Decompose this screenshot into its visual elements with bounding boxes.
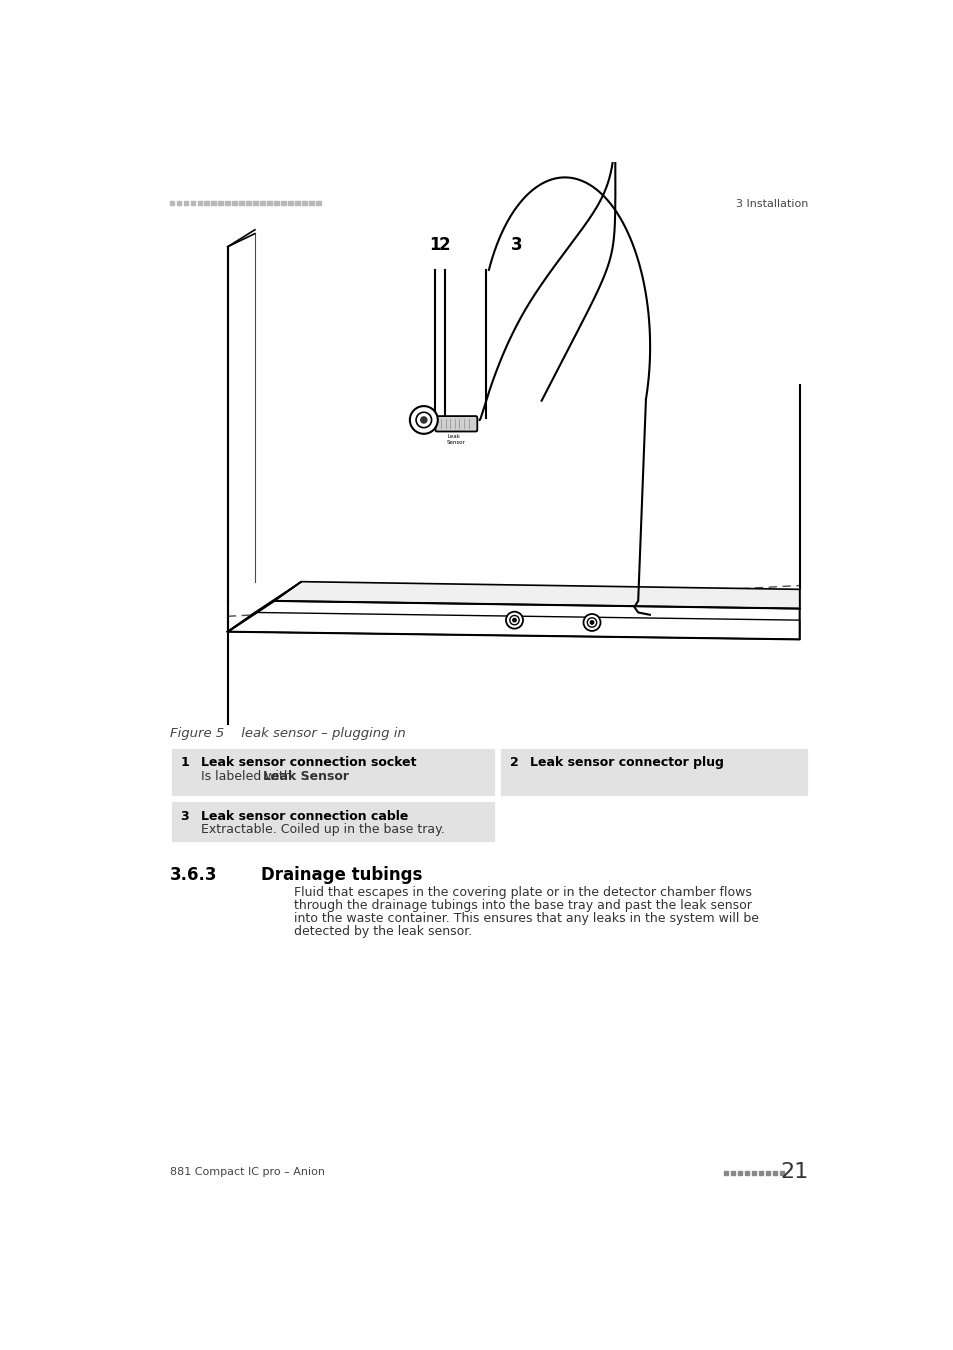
Bar bbox=[191, 201, 195, 205]
Text: Figure 5    leak sensor – plugging in: Figure 5 leak sensor – plugging in bbox=[170, 726, 405, 740]
Bar bbox=[744, 1172, 748, 1176]
Text: 1: 1 bbox=[429, 236, 440, 254]
FancyBboxPatch shape bbox=[498, 747, 808, 798]
Circle shape bbox=[416, 412, 431, 428]
Circle shape bbox=[583, 614, 599, 630]
Text: 21: 21 bbox=[780, 1162, 807, 1183]
Bar bbox=[176, 201, 181, 205]
Text: 3.6.3: 3.6.3 bbox=[170, 865, 217, 884]
Bar bbox=[246, 201, 251, 205]
Text: 3: 3 bbox=[511, 236, 522, 254]
Text: detected by the leak sensor.: detected by the leak sensor. bbox=[294, 925, 472, 938]
Bar bbox=[737, 1172, 741, 1176]
Bar bbox=[309, 201, 314, 205]
Polygon shape bbox=[228, 582, 301, 632]
FancyBboxPatch shape bbox=[435, 416, 476, 432]
Polygon shape bbox=[228, 613, 799, 640]
Bar bbox=[170, 201, 174, 205]
Bar bbox=[730, 1172, 735, 1176]
Bar bbox=[274, 201, 278, 205]
Bar bbox=[281, 201, 286, 205]
Bar bbox=[253, 201, 257, 205]
Bar bbox=[288, 201, 293, 205]
Circle shape bbox=[513, 618, 516, 622]
Polygon shape bbox=[228, 601, 799, 640]
Bar bbox=[751, 1172, 756, 1176]
Text: Leak sensor connector plug: Leak sensor connector plug bbox=[530, 756, 723, 770]
Bar bbox=[772, 1172, 777, 1176]
Text: 2: 2 bbox=[438, 236, 450, 254]
Bar bbox=[239, 201, 244, 205]
Circle shape bbox=[410, 406, 437, 433]
Text: 3 Installation: 3 Installation bbox=[735, 198, 807, 209]
Text: Leak
Sensor: Leak Sensor bbox=[447, 433, 465, 444]
Text: into the waste container. This ensures that any leaks in the system will be: into the waste container. This ensures t… bbox=[294, 913, 758, 925]
Text: Leak sensor connection cable: Leak sensor connection cable bbox=[200, 810, 408, 822]
Text: 3: 3 bbox=[180, 810, 189, 822]
Bar bbox=[723, 1172, 728, 1176]
Text: through the drainage tubings into the base tray and past the leak sensor: through the drainage tubings into the ba… bbox=[294, 899, 751, 911]
Circle shape bbox=[509, 616, 518, 625]
Text: 1: 1 bbox=[180, 756, 189, 770]
Bar bbox=[779, 1172, 783, 1176]
FancyBboxPatch shape bbox=[170, 801, 496, 842]
Text: .: . bbox=[305, 771, 309, 783]
Text: Extractable. Coiled up in the base tray.: Extractable. Coiled up in the base tray. bbox=[200, 824, 444, 837]
Bar bbox=[302, 201, 307, 205]
Circle shape bbox=[590, 621, 593, 624]
Bar bbox=[218, 201, 223, 205]
Bar bbox=[212, 201, 216, 205]
Bar bbox=[233, 201, 236, 205]
Bar bbox=[765, 1172, 769, 1176]
Bar bbox=[225, 201, 230, 205]
Bar bbox=[267, 201, 272, 205]
FancyBboxPatch shape bbox=[170, 747, 496, 798]
Text: Drainage tubings: Drainage tubings bbox=[261, 865, 422, 884]
Bar bbox=[204, 201, 209, 205]
Circle shape bbox=[505, 612, 522, 629]
Text: Leak sensor connection socket: Leak sensor connection socket bbox=[200, 756, 416, 770]
Text: 881 Compact IC pro – Anion: 881 Compact IC pro – Anion bbox=[170, 1168, 324, 1177]
Circle shape bbox=[587, 618, 596, 628]
Bar bbox=[315, 201, 320, 205]
Bar bbox=[260, 201, 265, 205]
Text: Leak Sensor: Leak Sensor bbox=[262, 771, 348, 783]
Bar bbox=[183, 201, 188, 205]
Bar bbox=[197, 201, 202, 205]
Text: Fluid that escapes in the covering plate or in the detector chamber flows: Fluid that escapes in the covering plate… bbox=[294, 886, 751, 899]
Bar bbox=[294, 201, 299, 205]
Bar bbox=[758, 1172, 762, 1176]
Text: 2: 2 bbox=[509, 756, 518, 770]
Polygon shape bbox=[274, 582, 799, 609]
Circle shape bbox=[420, 417, 427, 423]
Text: Is labeled with: Is labeled with bbox=[200, 771, 295, 783]
